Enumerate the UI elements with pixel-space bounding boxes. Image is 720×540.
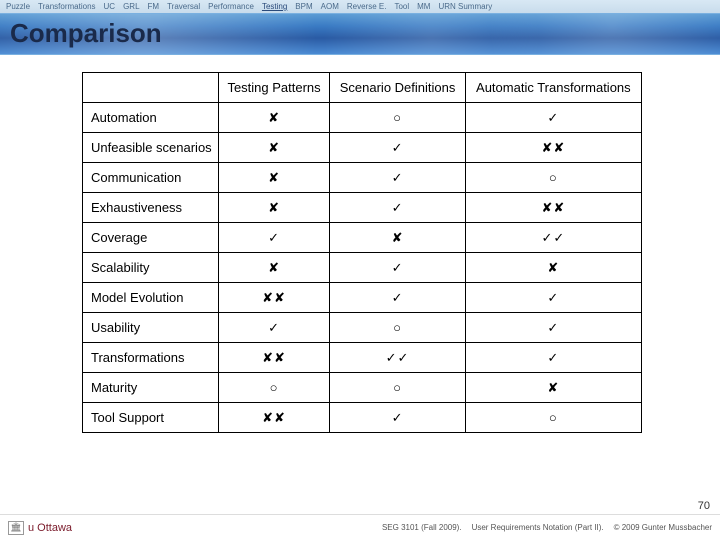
page-number: 70 xyxy=(698,500,710,512)
cell: ○ xyxy=(465,403,641,433)
cell: ✓ xyxy=(330,283,465,313)
cell: ✘✘ xyxy=(465,193,641,223)
nav-item[interactable]: Performance xyxy=(208,2,254,11)
footer-right: SEG 3101 (Fall 2009). User Requirements … xyxy=(382,523,712,532)
university-logo-icon: 🏛 xyxy=(8,521,24,535)
top-nav: Puzzle Transformations UC GRL FM Traversal Per… xyxy=(0,0,720,13)
table-row: Scalability✘✓✘ xyxy=(83,253,642,283)
cell: ✓✓ xyxy=(330,343,465,373)
col-header: Testing Patterns xyxy=(218,73,330,103)
row-label: Exhaustiveness xyxy=(83,193,219,223)
row-label: Maturity xyxy=(83,373,219,403)
cell: ✘✘ xyxy=(465,133,641,163)
cell: ○ xyxy=(330,313,465,343)
footer: 🏛 u Ottawa SEG 3101 (Fall 2009). User Re… xyxy=(0,514,720,540)
cell: ○ xyxy=(465,163,641,193)
row-label: Automation xyxy=(83,103,219,133)
row-label: Model Evolution xyxy=(83,283,219,313)
cell: ✓ xyxy=(465,283,641,313)
row-label: Tool Support xyxy=(83,403,219,433)
table-row: Communication✘✓○ xyxy=(83,163,642,193)
cell: ✓ xyxy=(330,163,465,193)
nav-item[interactable]: MM xyxy=(417,2,430,11)
row-label: Unfeasible scenarios xyxy=(83,133,219,163)
cell: ✘ xyxy=(218,193,330,223)
cell: ✓ xyxy=(330,403,465,433)
nav-item[interactable]: Puzzle xyxy=(6,2,30,11)
table-row: Usability✓○✓ xyxy=(83,313,642,343)
cell: ✓ xyxy=(330,193,465,223)
col-header: Automatic Transformations xyxy=(465,73,641,103)
nav-item[interactable]: Tool xyxy=(394,2,409,11)
row-label: Usability xyxy=(83,313,219,343)
table-row: Unfeasible scenarios✘✓✘✘ xyxy=(83,133,642,163)
cell: ✓ xyxy=(330,253,465,283)
cell: ○ xyxy=(218,373,330,403)
cell: ○ xyxy=(330,103,465,133)
nav-item[interactable]: Transformations xyxy=(38,2,96,11)
cell: ✓ xyxy=(465,103,641,133)
col-header: Scenario Definitions xyxy=(330,73,465,103)
table-row: Maturity○○✘ xyxy=(83,373,642,403)
comparison-table-wrap: Testing Patterns Scenario Definitions Au… xyxy=(82,72,642,433)
cell: ✓ xyxy=(465,313,641,343)
cell: ✘ xyxy=(465,373,641,403)
table-row: Coverage✓✘✓✓ xyxy=(83,223,642,253)
nav-item[interactable]: Testing xyxy=(262,2,287,11)
nav-item[interactable]: UC xyxy=(104,2,116,11)
table-row: Exhaustiveness✘✓✘✘ xyxy=(83,193,642,223)
cell: ✘✘ xyxy=(218,403,330,433)
subject: User Requirements Notation (Part II). xyxy=(472,523,604,532)
nav-item[interactable]: Reverse E. xyxy=(347,2,387,11)
row-label: Transformations xyxy=(83,343,219,373)
page-title: Comparison xyxy=(10,18,162,49)
cell: ✘ xyxy=(218,103,330,133)
cell: ✘ xyxy=(330,223,465,253)
course-code: SEG 3101 (Fall 2009). xyxy=(382,523,462,532)
cell: ✘✘ xyxy=(218,283,330,313)
row-label: Scalability xyxy=(83,253,219,283)
table-row: Automation✘○✓ xyxy=(83,103,642,133)
nav-item[interactable]: URN Summary xyxy=(438,2,492,11)
cell: ✓ xyxy=(330,133,465,163)
cell: ✓✓ xyxy=(465,223,641,253)
cell: ✓ xyxy=(465,343,641,373)
cell: ✘ xyxy=(465,253,641,283)
cell: ✘ xyxy=(218,163,330,193)
row-label: Coverage xyxy=(83,223,219,253)
cell: ✘ xyxy=(218,133,330,163)
table-row: Transformations✘✘✓✓✓ xyxy=(83,343,642,373)
table-row: Tool Support✘✘✓○ xyxy=(83,403,642,433)
nav-item[interactable]: GRL xyxy=(123,2,139,11)
table-corner xyxy=(83,73,219,103)
nav-item[interactable]: Traversal xyxy=(167,2,200,11)
table-row: Model Evolution✘✘✓✓ xyxy=(83,283,642,313)
cell: ✓ xyxy=(218,223,330,253)
nav-item[interactable]: FM xyxy=(148,2,160,11)
cell: ✘✘ xyxy=(218,343,330,373)
comparison-table: Testing Patterns Scenario Definitions Au… xyxy=(82,72,642,433)
row-label: Communication xyxy=(83,163,219,193)
cell: ✘ xyxy=(218,253,330,283)
cell: ✓ xyxy=(218,313,330,343)
footer-left: 🏛 u Ottawa xyxy=(8,521,72,535)
nav-item[interactable]: AOM xyxy=(321,2,339,11)
nav-item[interactable]: BPM xyxy=(295,2,312,11)
university-name: u Ottawa xyxy=(28,522,72,534)
cell: ○ xyxy=(330,373,465,403)
copyright: © 2009 Gunter Mussbacher xyxy=(614,523,712,532)
